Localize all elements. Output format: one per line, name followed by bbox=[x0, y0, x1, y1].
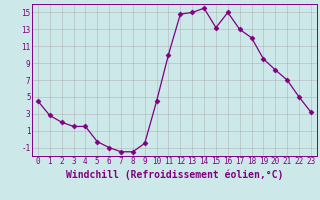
X-axis label: Windchill (Refroidissement éolien,°C): Windchill (Refroidissement éolien,°C) bbox=[66, 169, 283, 180]
